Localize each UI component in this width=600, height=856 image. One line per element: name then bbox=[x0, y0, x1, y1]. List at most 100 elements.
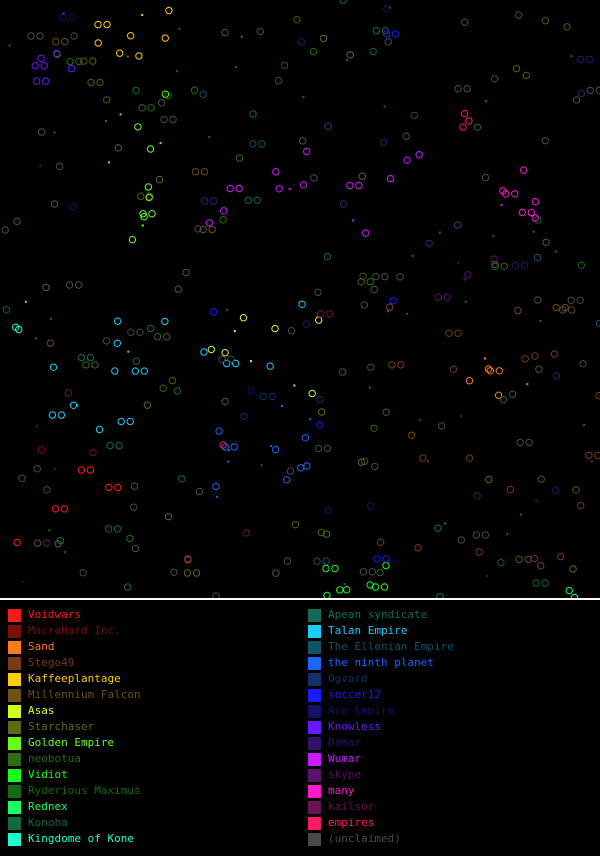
star-system[interactable] bbox=[293, 16, 301, 24]
star-system[interactable] bbox=[486, 367, 494, 375]
star-system[interactable] bbox=[48, 529, 51, 532]
star-system[interactable] bbox=[158, 99, 166, 107]
star-system[interactable] bbox=[316, 395, 324, 404]
star-system[interactable] bbox=[69, 401, 78, 409]
star-system[interactable] bbox=[53, 467, 56, 470]
star-system[interactable] bbox=[506, 485, 514, 494]
star-system[interactable] bbox=[570, 55, 573, 58]
star-system[interactable] bbox=[576, 55, 585, 64]
star-system[interactable] bbox=[126, 55, 129, 58]
star-system[interactable] bbox=[485, 575, 488, 577]
star-system[interactable] bbox=[163, 333, 171, 341]
star-system[interactable] bbox=[76, 404, 79, 407]
star-system[interactable] bbox=[533, 253, 542, 262]
star-system[interactable] bbox=[511, 190, 519, 198]
star-system[interactable] bbox=[111, 367, 119, 375]
star-system[interactable] bbox=[531, 214, 539, 222]
star-system[interactable] bbox=[339, 0, 347, 4]
star-system[interactable] bbox=[359, 568, 368, 576]
star-system[interactable] bbox=[454, 329, 462, 337]
star-system[interactable] bbox=[61, 38, 69, 46]
star-system[interactable] bbox=[69, 202, 77, 211]
star-system[interactable] bbox=[454, 85, 462, 93]
star-system[interactable] bbox=[572, 486, 580, 494]
star-system[interactable] bbox=[89, 57, 97, 65]
star-system[interactable] bbox=[119, 113, 122, 116]
star-system[interactable] bbox=[37, 54, 45, 62]
star-system[interactable] bbox=[293, 384, 296, 387]
star-system[interactable] bbox=[272, 569, 280, 577]
star-system[interactable] bbox=[360, 457, 369, 466]
star-system[interactable] bbox=[62, 12, 65, 15]
star-system[interactable] bbox=[302, 96, 305, 99]
star-system[interactable] bbox=[21, 581, 24, 584]
star-system[interactable] bbox=[219, 441, 227, 449]
star-system[interactable] bbox=[218, 355, 226, 363]
star-system[interactable] bbox=[481, 173, 490, 182]
star-system[interactable] bbox=[322, 564, 330, 573]
star-system[interactable] bbox=[141, 224, 144, 227]
star-system[interactable] bbox=[520, 261, 529, 269]
star-system[interactable] bbox=[532, 579, 540, 587]
star-system[interactable] bbox=[541, 17, 550, 25]
star-system[interactable] bbox=[75, 57, 83, 66]
star-system[interactable] bbox=[339, 200, 348, 208]
star-system[interactable] bbox=[526, 383, 529, 386]
star-system[interactable] bbox=[208, 225, 216, 234]
star-system[interactable] bbox=[522, 71, 530, 80]
star-system[interactable] bbox=[481, 531, 490, 539]
star-system[interactable] bbox=[127, 328, 135, 336]
star-system[interactable] bbox=[457, 261, 460, 264]
star-system[interactable] bbox=[520, 513, 522, 516]
star-system[interactable] bbox=[138, 104, 146, 112]
star-system[interactable] bbox=[535, 499, 538, 502]
star-system[interactable] bbox=[143, 401, 152, 409]
star-system[interactable] bbox=[299, 181, 308, 189]
star-system[interactable] bbox=[454, 221, 462, 229]
star-system[interactable] bbox=[370, 285, 378, 294]
star-system[interactable] bbox=[552, 372, 561, 380]
star-system[interactable] bbox=[116, 49, 124, 57]
star-system[interactable] bbox=[362, 229, 370, 237]
star-system[interactable] bbox=[402, 132, 410, 140]
star-system[interactable] bbox=[79, 569, 87, 577]
star-system[interactable] bbox=[541, 579, 549, 587]
star-system[interactable] bbox=[87, 78, 95, 87]
star-system[interactable] bbox=[106, 441, 114, 450]
star-system[interactable] bbox=[108, 161, 111, 164]
star-system[interactable] bbox=[68, 64, 76, 73]
star-system[interactable] bbox=[31, 61, 39, 70]
star-system[interactable] bbox=[65, 281, 74, 289]
star-system[interactable] bbox=[336, 586, 344, 594]
star-system[interactable] bbox=[144, 183, 153, 191]
star-system[interactable] bbox=[396, 273, 404, 281]
star-system[interactable] bbox=[135, 52, 143, 60]
star-system[interactable] bbox=[359, 272, 367, 280]
star-system[interactable] bbox=[275, 185, 283, 193]
star-system[interactable] bbox=[383, 105, 386, 108]
star-system[interactable] bbox=[550, 350, 559, 358]
star-system[interactable] bbox=[331, 564, 339, 573]
star-system[interactable] bbox=[490, 255, 498, 263]
star-system[interactable] bbox=[500, 262, 508, 270]
star-system[interactable] bbox=[516, 438, 524, 447]
star-system[interactable] bbox=[178, 27, 181, 30]
star-system[interactable] bbox=[465, 377, 474, 385]
star-system[interactable] bbox=[232, 359, 240, 368]
star-system[interactable] bbox=[537, 562, 545, 570]
star-system[interactable] bbox=[74, 281, 83, 289]
star-system[interactable] bbox=[38, 128, 46, 136]
star-system[interactable] bbox=[303, 462, 311, 470]
star-system[interactable] bbox=[372, 272, 380, 281]
star-system[interactable] bbox=[360, 301, 369, 309]
star-system[interactable] bbox=[233, 330, 236, 333]
star-system[interactable] bbox=[464, 300, 467, 303]
star-system[interactable] bbox=[230, 443, 238, 451]
star-system[interactable] bbox=[103, 96, 111, 104]
star-system[interactable] bbox=[168, 376, 177, 385]
star-system[interactable] bbox=[595, 86, 600, 95]
star-system[interactable] bbox=[473, 492, 481, 500]
star-system[interactable] bbox=[302, 320, 311, 328]
star-system[interactable] bbox=[324, 122, 332, 131]
star-system[interactable] bbox=[511, 261, 520, 269]
